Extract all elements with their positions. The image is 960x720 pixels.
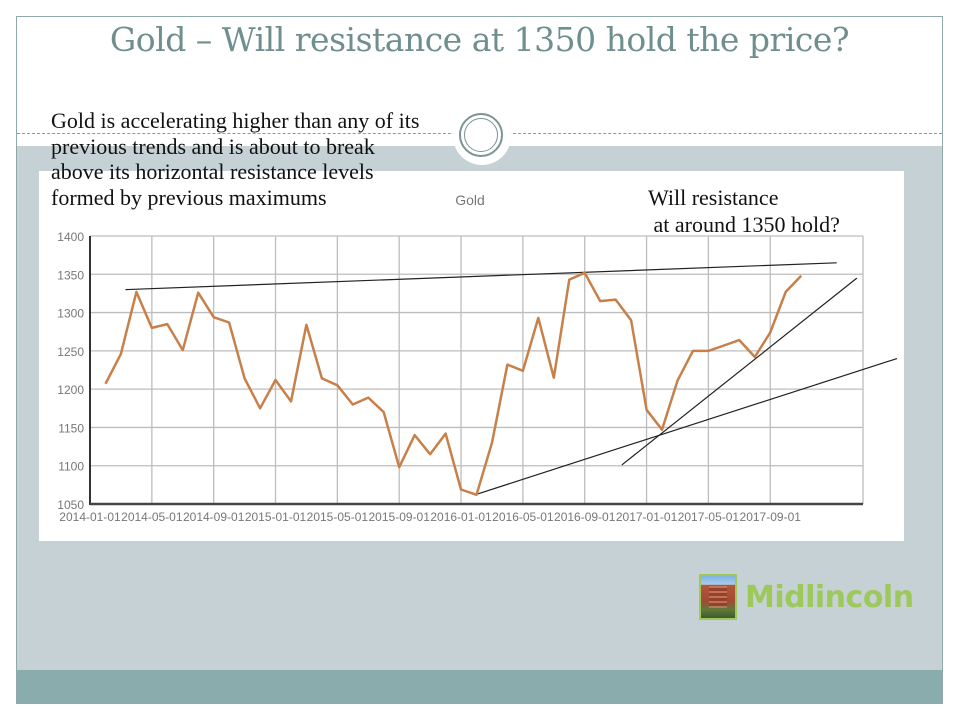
horizontal-resistance-trendline [125, 262, 837, 291]
slide-title: Gold – Will resistance at 1350 hold the … [109, 20, 850, 59]
intro-line: above its horizontal resistance levels [51, 159, 374, 184]
question-line: Will resistance [648, 185, 779, 210]
logo-text: Midlincoln [745, 579, 914, 615]
building-logo-icon [699, 574, 737, 620]
x-tick-label: 2014-09-01 [183, 510, 245, 524]
x-tick-label: 2015-01-01 [245, 510, 307, 524]
y-tick-label: 1350 [57, 268, 84, 282]
x-tick-label: 2017-01-01 [616, 510, 678, 524]
intro-line: Gold is accelerating higher than any of … [51, 108, 420, 133]
y-tick-label: 1100 [58, 460, 84, 474]
intro-line: formed by previous maximums [51, 184, 327, 210]
intro-line: previous trends and is about to break [51, 133, 375, 159]
gold-price-line [104, 271, 803, 497]
x-tick-label: 2017-05-01 [678, 510, 740, 524]
long-support-trendline [474, 357, 898, 496]
y-tick-label: 1250 [57, 345, 84, 359]
y-tick-label: 1150 [58, 421, 84, 435]
y-tick-label: 1200 [57, 383, 84, 397]
circle-ornament-inner [464, 118, 498, 152]
x-tick-label: 2016-01-01 [430, 510, 492, 524]
trendlines [125, 262, 898, 496]
y-tick-label: 1300 [57, 307, 84, 321]
x-tick-label: 2017-09-01 [740, 510, 802, 524]
y-tick-label: 1400 [57, 230, 84, 244]
x-tick-labels: 2014-01-01 2014-05-01 2014-09-01 2015-01-01… [59, 510, 801, 524]
intro-text: Gold is accelerating higher than any of … [51, 108, 501, 210]
chart-title: Gold [455, 192, 485, 208]
x-tick-label: 2015-09-01 [369, 510, 431, 524]
chart-panel [39, 171, 904, 541]
x-tick-label: 2014-01-01 [59, 510, 121, 524]
chart-axes [89, 236, 863, 506]
y-tick-label: 1050 [57, 498, 84, 512]
midlincoln-logo: Midlincoln [699, 572, 914, 622]
x-tick-label: 2014-05-01 [121, 510, 183, 524]
steep-support-trendline [621, 277, 858, 466]
x-tick-label: 2016-09-01 [554, 510, 616, 524]
question-annotation: Will resistance at around 1350 hold? [648, 184, 840, 238]
x-tick-label: 2015-05-01 [307, 510, 369, 524]
question-line: at around 1350 hold? [648, 212, 840, 237]
footer-band [17, 670, 942, 703]
x-tick-label: 2016-05-01 [492, 510, 554, 524]
circle-ornament-ring [459, 113, 503, 157]
y-tick-labels: 1050 1100 1150 1200 1250 1300 1350 1400 [57, 230, 84, 512]
